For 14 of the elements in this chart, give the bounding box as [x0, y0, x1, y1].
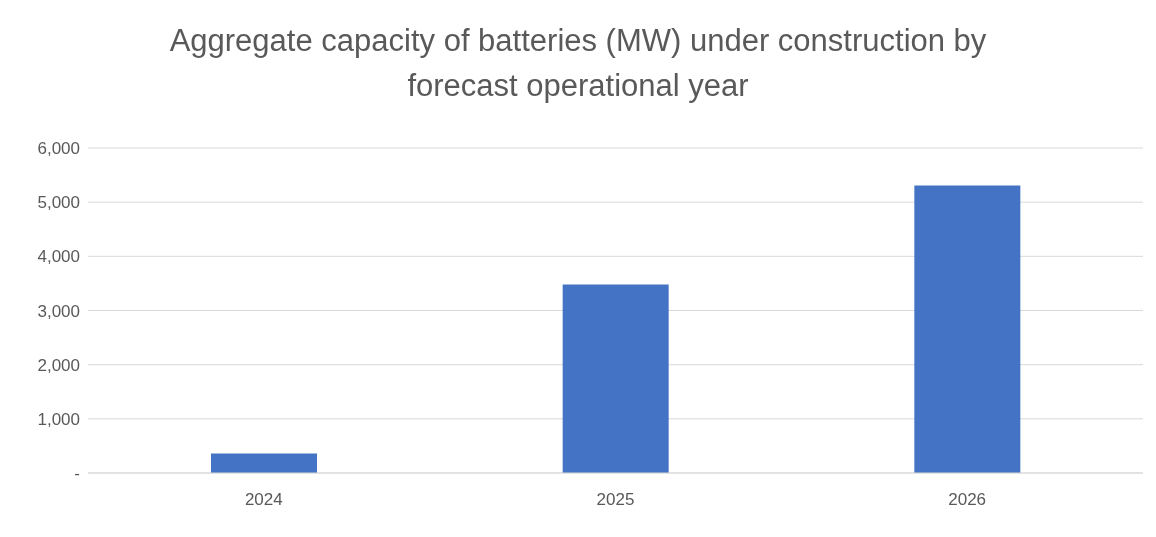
y-tick-label: 6,000 — [37, 139, 80, 159]
x-tick-label: 2024 — [244, 490, 283, 510]
bar — [562, 284, 669, 473]
y-tick-label: 4,000 — [37, 247, 80, 267]
x-tick-label: 2025 — [596, 490, 635, 510]
bar — [211, 453, 317, 473]
bar — [914, 185, 1021, 473]
x-tick-label: 2026 — [948, 490, 987, 510]
y-tick-label: 2,000 — [37, 355, 80, 375]
y-tick-label: 5,000 — [37, 193, 80, 213]
y-tick-label: 3,000 — [37, 301, 80, 321]
chart-title: Aggregate capacity of batteries (MW) under construction by forecast operational year — [168, 22, 988, 105]
y-tick-label: - — [74, 464, 80, 484]
y-tick-label: 1,000 — [37, 409, 80, 429]
